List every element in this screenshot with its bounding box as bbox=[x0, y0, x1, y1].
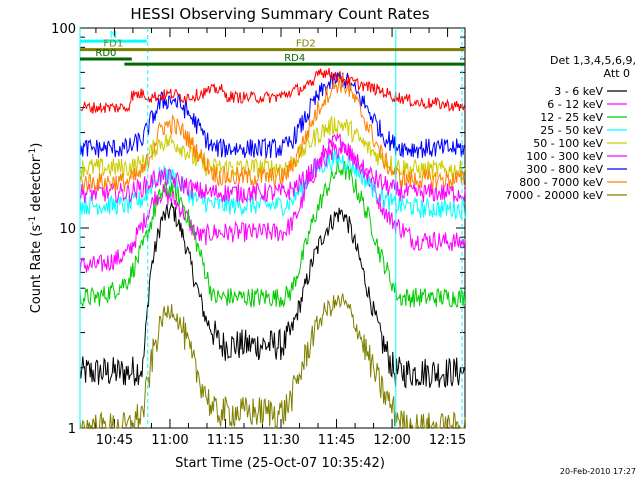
x-tick-label: 12:00 bbox=[373, 433, 410, 448]
y-axis-title: Count Rate (s-1 detector-1) bbox=[28, 143, 44, 314]
series-line-1 bbox=[79, 133, 466, 275]
x-tick-label: 11:45 bbox=[318, 433, 355, 448]
y-axis-label-main: Count Rate (s bbox=[29, 225, 44, 314]
annotation-label-RD0: RD0 bbox=[95, 48, 116, 59]
legend-label: 50 - 100 keV bbox=[533, 137, 603, 150]
annotation-label-RD4: RD4 bbox=[284, 53, 305, 64]
legend-label: 12 - 25 keV bbox=[540, 111, 603, 124]
y-axis-label-sup2: -1 bbox=[28, 148, 38, 157]
annotation-label-FD1: FD1 bbox=[103, 39, 123, 50]
x-tick-label: 12:15 bbox=[429, 433, 466, 448]
y-tick-label: 10 bbox=[59, 222, 76, 237]
envelope-series-line-0 bbox=[79, 67, 466, 114]
x-tick-label: 11:00 bbox=[151, 433, 188, 448]
y-axis-label-end: ) bbox=[29, 143, 44, 148]
y-axis-label-sup1: -1 bbox=[28, 216, 38, 225]
legend-label: 6 - 12 keV bbox=[547, 98, 603, 111]
series-line-0 bbox=[79, 202, 466, 389]
legend-header-line1: Det 1,3,4,5,6,9, bbox=[550, 54, 636, 67]
annotation-label-N: N bbox=[110, 30, 117, 41]
legend-label: 25 - 50 keV bbox=[540, 124, 603, 137]
y-axis-label: Count Rate (s-1 detector-1) bbox=[28, 143, 44, 314]
footer-date: 20-Feb-2010 17:27 bbox=[560, 467, 636, 476]
series-line-3 bbox=[79, 148, 466, 221]
x-axis-title: Start Time (25-Oct-07 10:35:42) bbox=[175, 456, 385, 471]
legend-label: 300 - 800 keV bbox=[526, 163, 603, 176]
legend-header-line2: Att 0 bbox=[604, 67, 630, 80]
series-line-7 bbox=[79, 73, 466, 193]
chart-title: HESSI Observing Summary Count Rates bbox=[130, 5, 429, 23]
series-line-2 bbox=[79, 161, 466, 308]
legend-label: 800 - 7000 keV bbox=[519, 176, 603, 189]
x-tick-label: 11:30 bbox=[262, 433, 299, 448]
series-line-5 bbox=[79, 140, 466, 204]
legend-label: 100 - 300 keV bbox=[526, 150, 603, 163]
y-axis-label-mid: detector bbox=[29, 156, 44, 216]
y-tick-label: 100 bbox=[51, 22, 76, 37]
y-tick-label: 1 bbox=[68, 422, 76, 437]
legend-label: 7000 - 20000 keV bbox=[505, 189, 603, 202]
x-tick-label: 10:45 bbox=[96, 433, 133, 448]
series-line-6 bbox=[79, 72, 466, 159]
x-tick-label: 11:15 bbox=[207, 433, 244, 448]
annotation-label-FD2: FD2 bbox=[296, 39, 316, 50]
legend-label: 3 - 6 keV bbox=[554, 85, 603, 98]
series-line-8 bbox=[79, 293, 466, 430]
